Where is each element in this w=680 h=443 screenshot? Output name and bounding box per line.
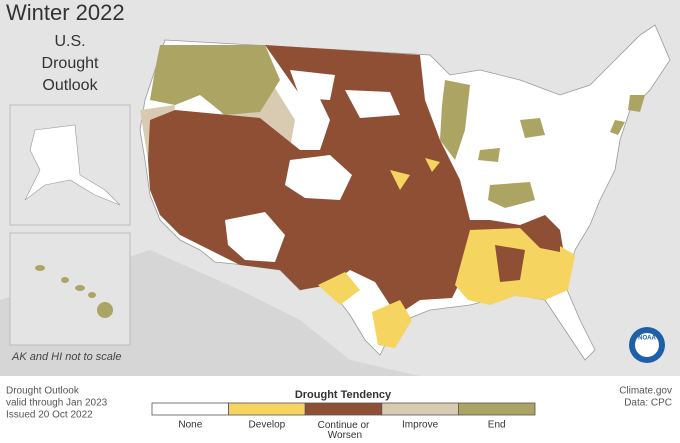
end-region bbox=[440, 80, 470, 160]
noaa-logo-text: NOAA bbox=[638, 336, 656, 342]
develop-region bbox=[318, 272, 360, 305]
island bbox=[97, 302, 113, 318]
end-region bbox=[610, 120, 625, 135]
noaa-logo-inner bbox=[635, 333, 659, 357]
develop-region bbox=[390, 170, 410, 190]
none-region bbox=[225, 212, 285, 262]
inset-note: AK and HI not to scale bbox=[11, 351, 121, 363]
subtitle: U.S. bbox=[54, 33, 85, 50]
continue-region bbox=[520, 218, 560, 252]
island bbox=[35, 265, 45, 271]
legend-label: End bbox=[488, 420, 506, 431]
continue-region bbox=[495, 245, 525, 282]
credit: Data: CPC bbox=[624, 398, 672, 409]
legend-label: None bbox=[178, 420, 202, 431]
legend: None Develop Continue or Worsen Improve End bbox=[151, 402, 536, 441]
legend-label: Develop bbox=[249, 420, 286, 431]
legend-swatch bbox=[228, 402, 306, 416]
legend-swatch bbox=[304, 402, 383, 416]
develop-region bbox=[372, 300, 412, 348]
none-region bbox=[285, 155, 352, 200]
legend-swatch bbox=[457, 402, 536, 416]
legend-label: Improve bbox=[402, 420, 439, 431]
subtitle: Drought bbox=[42, 55, 99, 72]
island bbox=[88, 292, 96, 298]
subtitle: Outlook bbox=[42, 77, 98, 94]
end-region bbox=[628, 95, 645, 112]
alaska-outline bbox=[24, 124, 121, 206]
none-region bbox=[290, 70, 335, 100]
island bbox=[75, 285, 85, 291]
develop-region bbox=[425, 158, 440, 172]
island bbox=[61, 277, 69, 283]
end-region bbox=[150, 45, 280, 115]
none-region bbox=[345, 90, 400, 118]
legend-swatch bbox=[151, 402, 229, 416]
legend-swatch bbox=[381, 402, 459, 416]
footer-text: Drought Outlook bbox=[6, 386, 80, 397]
end-region bbox=[520, 118, 545, 138]
hawaii-islands bbox=[35, 265, 113, 318]
footer-text: Issued 20 Oct 2022 bbox=[6, 410, 93, 421]
hawaii-inset bbox=[9, 232, 131, 346]
title: Winter 2022 bbox=[6, 0, 125, 25]
end-region bbox=[478, 148, 500, 162]
credit: Climate.gov bbox=[619, 386, 672, 397]
legend-title: Drought Tendency bbox=[295, 389, 392, 401]
drought-regions bbox=[140, 45, 645, 348]
footer-text: valid through Jan 2023 bbox=[6, 398, 108, 409]
legend-label: Continue or Worsen bbox=[318, 420, 370, 438]
end-region bbox=[488, 182, 535, 208]
